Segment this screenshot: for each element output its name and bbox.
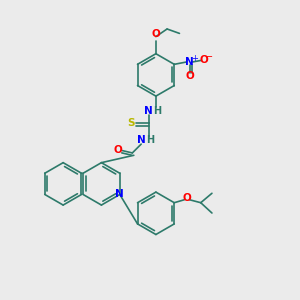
Text: O: O <box>185 71 194 81</box>
Text: H: H <box>146 135 154 145</box>
Text: −: − <box>205 52 213 62</box>
Text: H: H <box>153 106 161 116</box>
Text: O: O <box>113 145 122 155</box>
Text: N: N <box>144 106 153 116</box>
Text: N: N <box>137 135 146 145</box>
Text: N: N <box>116 190 124 200</box>
Text: +: + <box>191 54 198 63</box>
Text: N: N <box>185 57 194 67</box>
Text: S: S <box>128 118 135 128</box>
Text: O: O <box>199 56 208 65</box>
Text: O: O <box>152 29 160 39</box>
Text: O: O <box>182 193 191 203</box>
